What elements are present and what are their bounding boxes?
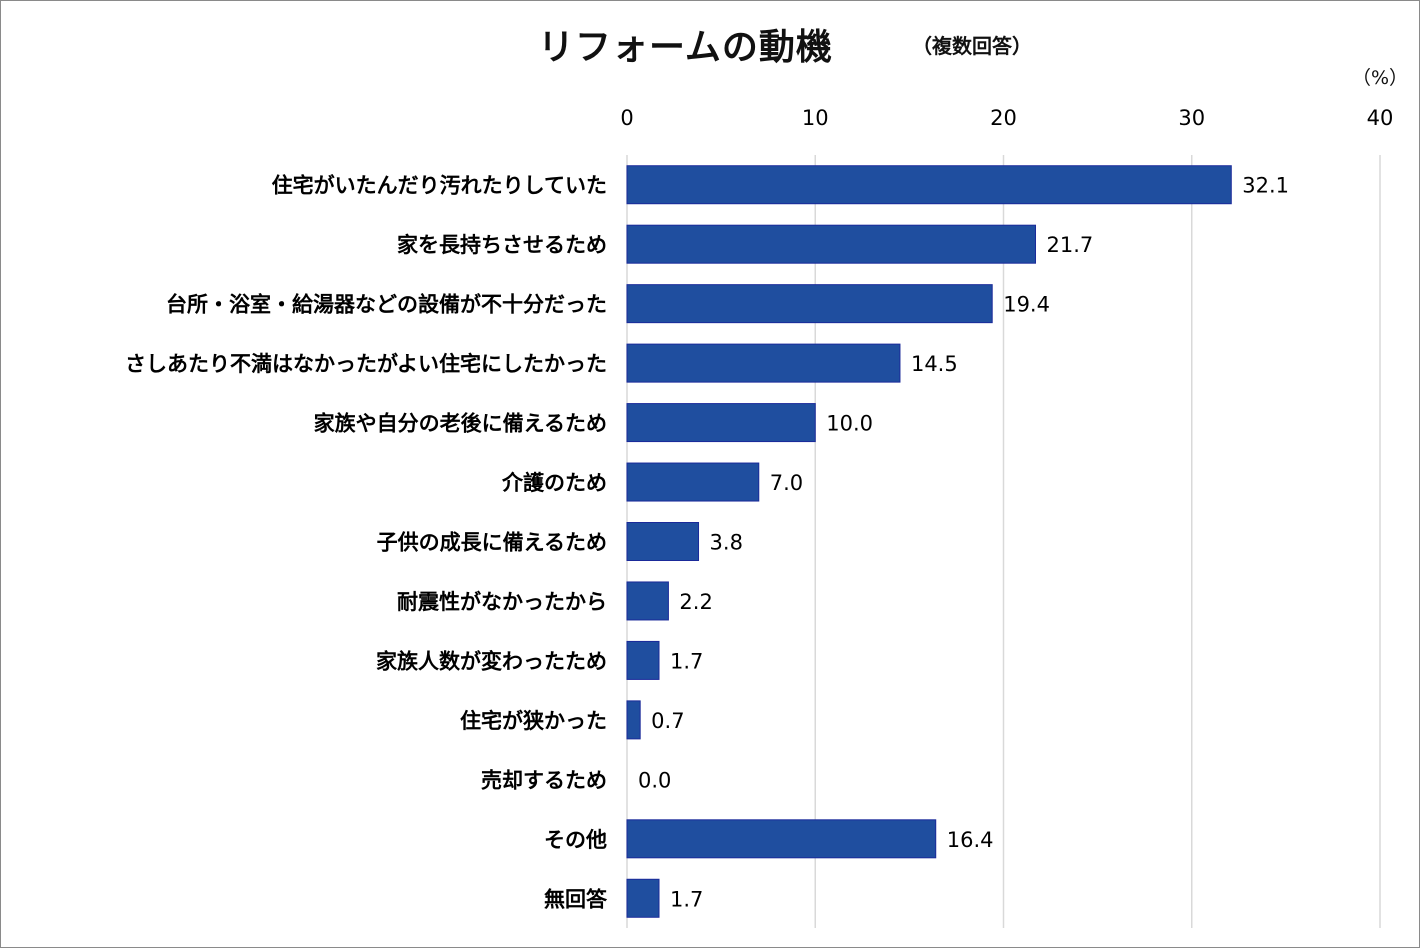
unit-label: （%） [1352, 67, 1409, 89]
data-label: 7.0 [770, 471, 803, 495]
bar [626, 462, 760, 502]
category-label: さしあたり不満はなかったがよい住宅にしたかった [125, 352, 607, 376]
data-label: 14.5 [911, 352, 958, 376]
bar [626, 522, 700, 561]
category-label: 家族や自分の老後に備えるため [314, 412, 607, 436]
data-label: 3.8 [710, 531, 743, 555]
chart-title: リフォームの動機 [538, 27, 833, 68]
data-label: 0.7 [651, 709, 684, 733]
bar [626, 403, 816, 443]
category-label: 介護のため [501, 471, 607, 495]
category-label: 台所・浴室・給湯器などの設備が不十分だった [166, 293, 607, 317]
bar [626, 640, 660, 680]
bar [626, 284, 993, 324]
x-tick-label: 10 [802, 106, 829, 130]
category-label: 家族人数が変わったため [376, 649, 607, 673]
bar [626, 581, 669, 621]
bar [626, 343, 901, 383]
data-label: 10.0 [826, 412, 873, 436]
category-label: 住宅が狭かった [460, 709, 607, 733]
data-label: 16.4 [947, 828, 994, 852]
data-label: 2.2 [679, 590, 712, 614]
category-label: 無回答 [544, 887, 608, 911]
x-tick-label: 20 [990, 106, 1017, 130]
data-label: 1.7 [670, 649, 703, 673]
category-label: 住宅がいたんだり汚れたりしていた [272, 174, 607, 198]
category-label: 子供の成長に備えるため [377, 531, 607, 555]
data-label: 19.4 [1003, 293, 1050, 317]
category-label: 家を長持ちさせるため [397, 233, 607, 257]
bar [626, 819, 937, 859]
category-label: 売却するため [481, 768, 607, 792]
category-label: その他 [544, 828, 607, 852]
bar [626, 700, 641, 740]
category-label: 耐震性がなかったから [397, 590, 607, 614]
data-label: 32.1 [1242, 174, 1289, 198]
data-label: 1.7 [670, 887, 703, 911]
x-tick-label: 40 [1367, 106, 1394, 130]
bar [626, 878, 660, 918]
x-tick-label: 0 [620, 106, 633, 130]
x-tick-label: 30 [1178, 106, 1205, 130]
data-label: 21.7 [1047, 233, 1094, 257]
bar [626, 165, 1232, 205]
data-label: 0.0 [638, 768, 671, 792]
chart-subtitle: （複数回答） [912, 34, 1032, 58]
bar [626, 224, 1037, 264]
